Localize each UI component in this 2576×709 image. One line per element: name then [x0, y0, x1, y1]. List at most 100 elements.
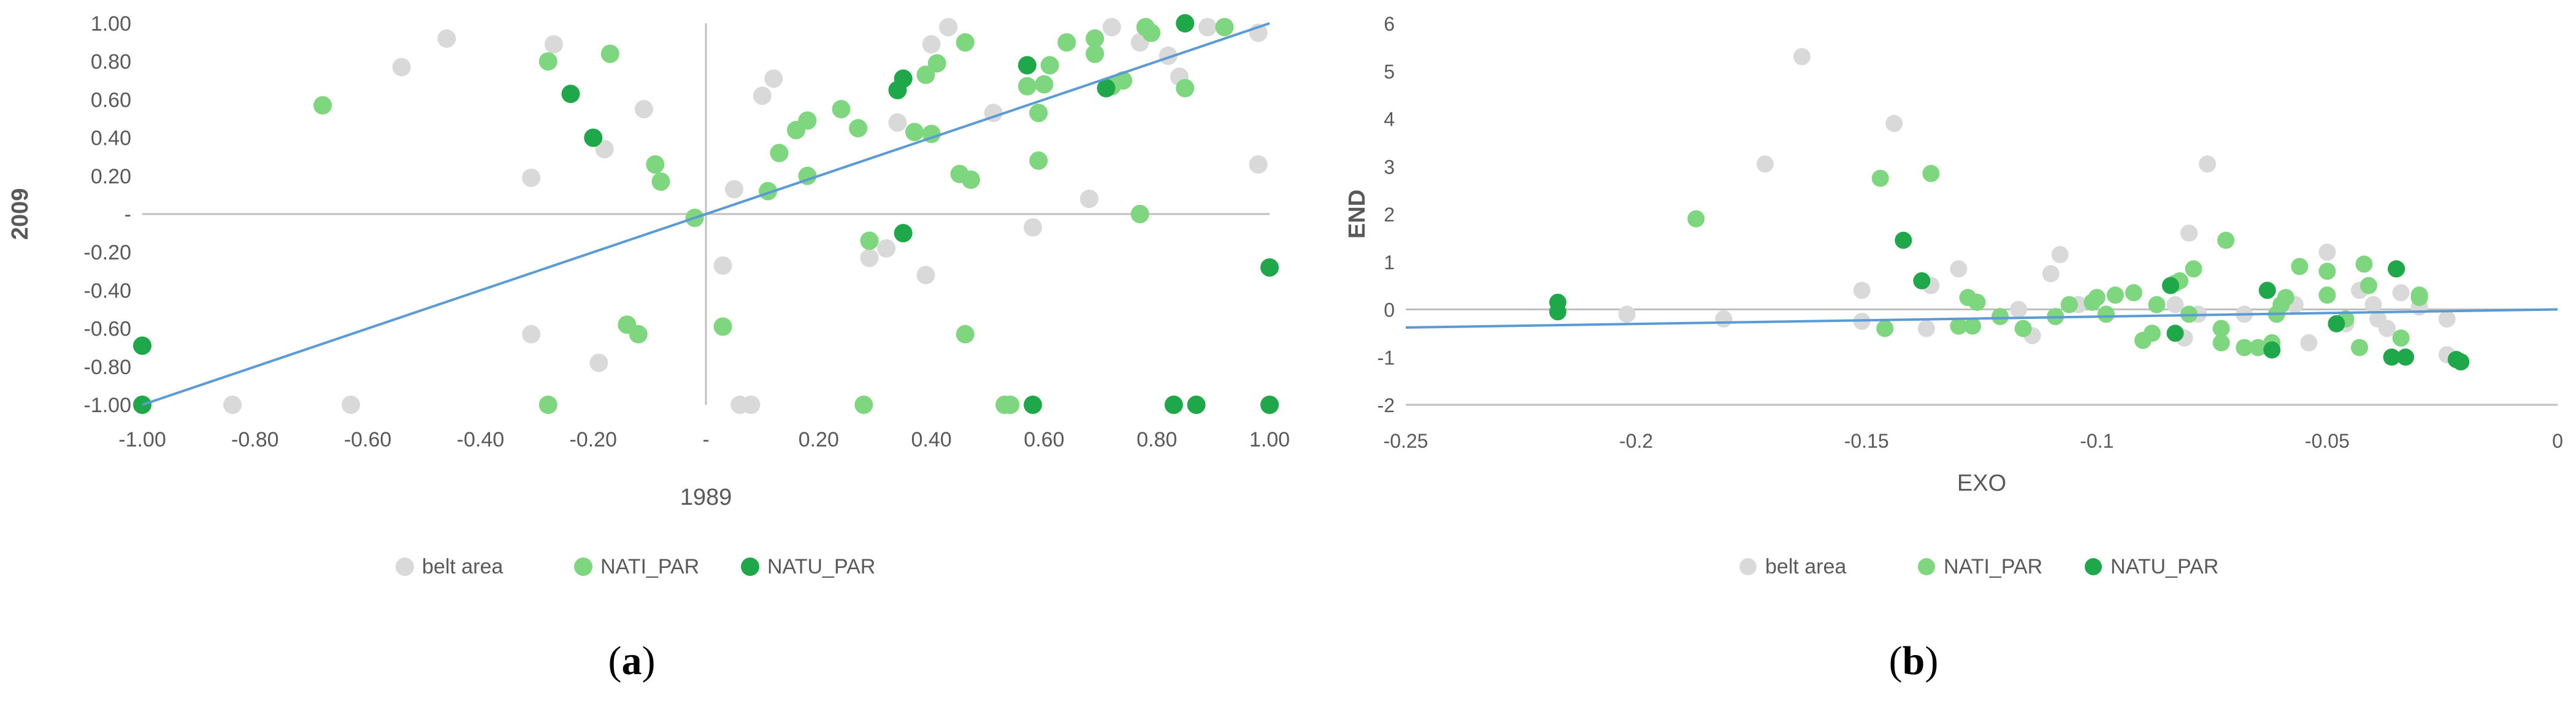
legend-marker — [2085, 558, 2102, 575]
legend-label: NATI_PAR — [1944, 555, 2042, 578]
data-point — [1618, 305, 1636, 323]
data-point — [1018, 56, 1037, 75]
data-point — [2328, 315, 2345, 332]
data-point — [1079, 190, 1098, 209]
x-tick-label: -0.80 — [231, 428, 279, 451]
data-point — [713, 317, 732, 336]
x-axis-title: EXO — [1957, 470, 2006, 496]
data-point — [742, 396, 761, 414]
data-point — [223, 396, 242, 414]
x-tick-label: 1.00 — [1249, 428, 1290, 451]
x-tick-label: 0.20 — [799, 428, 839, 451]
x-tick-label: 0.80 — [1137, 428, 1177, 451]
y-tick-label: -0.20 — [84, 241, 132, 264]
data-point — [1130, 205, 1149, 223]
data-point — [877, 239, 896, 258]
data-point — [2249, 339, 2267, 356]
data-point — [1018, 77, 1037, 96]
data-point — [1922, 164, 1940, 182]
data-point — [2392, 284, 2410, 302]
chart-a-scatter: -1.00 -0.80 -0.60 -0.40 -0.20-0.20 0.40 0.60 0.… — [7, 12, 1290, 578]
y-tick-label: 6 — [1384, 13, 1395, 35]
data-point — [1950, 260, 1968, 278]
x-tick-label: 0 — [2552, 430, 2563, 452]
x-tick-label: 0.40 — [911, 428, 952, 451]
data-point — [1913, 272, 1931, 289]
data-point — [1142, 23, 1161, 42]
data-point — [646, 155, 665, 174]
data-point — [437, 29, 456, 48]
data-point — [2014, 320, 2032, 337]
data-point — [894, 69, 913, 88]
y-tick-label: 0.40 — [91, 127, 131, 150]
y-tick-label: 4 — [1384, 109, 1395, 131]
legend-marker — [574, 558, 592, 576]
data-point — [724, 180, 743, 199]
data-point — [2143, 324, 2161, 342]
y-tick-label: -0.80 — [84, 356, 132, 379]
data-point — [313, 96, 332, 115]
data-point — [2318, 263, 2336, 280]
data-point — [1853, 282, 1871, 299]
data-point — [2364, 296, 2382, 313]
data-point — [618, 315, 637, 334]
data-point — [2042, 265, 2060, 283]
data-point — [1260, 258, 1279, 277]
data-point — [634, 99, 653, 118]
data-point — [1029, 151, 1048, 170]
data-point — [2392, 329, 2410, 347]
x-axis-title: 1989 — [680, 485, 732, 510]
data-point — [1040, 56, 1059, 75]
data-point — [584, 128, 603, 147]
legend-label: belt area — [1765, 555, 1846, 578]
data-point — [2452, 353, 2470, 371]
data-point — [1950, 317, 1968, 335]
data-point — [854, 396, 873, 414]
x-tick-label: 0.60 — [1024, 428, 1064, 451]
data-point — [764, 69, 783, 88]
data-point — [1001, 396, 1020, 414]
data-point — [2212, 320, 2230, 337]
y-tick-label: 1.00 — [91, 12, 131, 36]
data-point — [2383, 348, 2401, 366]
data-point — [2350, 339, 2368, 356]
data-point — [561, 85, 580, 104]
data-point — [539, 52, 558, 71]
caption-a: (a) — [608, 638, 656, 683]
data-point — [1176, 14, 1195, 33]
data-point — [1549, 303, 1566, 321]
data-point — [595, 140, 614, 159]
data-point — [1176, 79, 1195, 98]
data-point — [832, 99, 851, 118]
legend-marker — [741, 558, 759, 576]
data-point — [753, 86, 772, 105]
data-point — [2212, 334, 2230, 351]
data-point — [1968, 293, 1986, 311]
data-point — [894, 224, 913, 243]
legend-label: NATI_PAR — [600, 555, 699, 578]
data-point — [1249, 155, 1268, 174]
x-tick-label: -0.20 — [569, 428, 617, 451]
data-point — [2125, 284, 2142, 302]
data-point — [927, 54, 946, 73]
data-point — [956, 324, 975, 343]
y-axis-title: 2009 — [7, 188, 33, 240]
data-point — [2300, 334, 2318, 351]
data-point — [922, 35, 941, 54]
data-point — [888, 113, 907, 132]
chart-b-scatter: -0.25 -0.2 -0.15 -0.1 -0.05 0 6 5 4 3 2 1 0 -1 -2 EXO EN… — [1344, 13, 2563, 578]
data-point — [544, 35, 563, 54]
y-tick-label: 0.60 — [91, 88, 131, 112]
data-point — [2388, 260, 2405, 278]
y-tick-label: -0.60 — [84, 318, 132, 341]
legend-marker — [396, 558, 414, 576]
trendline — [1405, 308, 2558, 329]
data-point — [392, 58, 411, 77]
x-tick-label: -0.05 — [2305, 430, 2350, 452]
data-point — [2088, 289, 2106, 307]
data-point — [2185, 260, 2202, 278]
data-point — [539, 396, 558, 414]
data-point — [2318, 243, 2336, 261]
data-point — [2263, 341, 2281, 359]
data-point — [2217, 231, 2235, 249]
